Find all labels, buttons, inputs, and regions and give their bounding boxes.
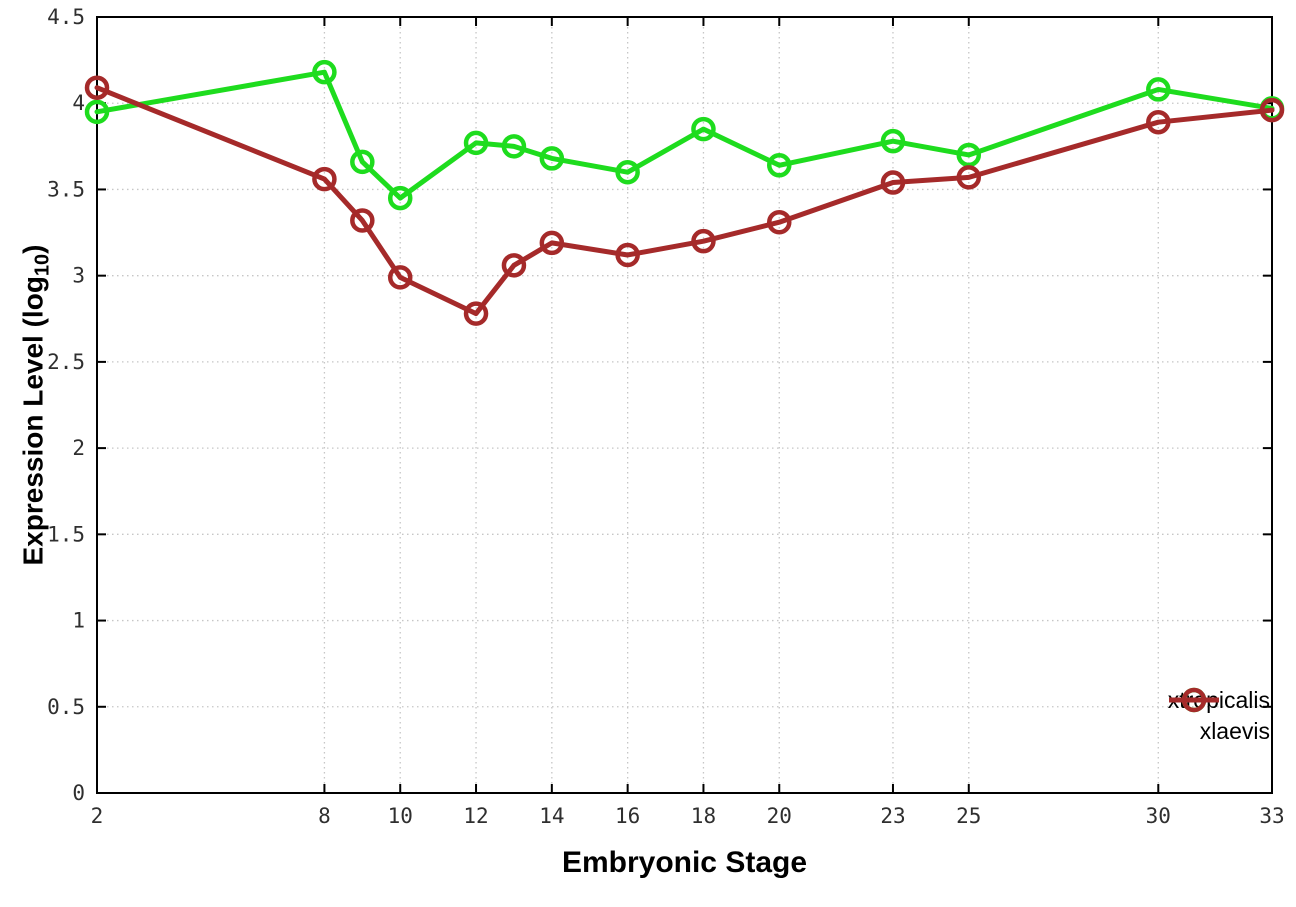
x-tick-label: 10 bbox=[388, 804, 413, 828]
data-point-xlaevis bbox=[880, 170, 906, 195]
data-point-xtropicalis bbox=[312, 59, 337, 85]
x-tick-label: 18 bbox=[691, 804, 716, 828]
x-axis-title: Embryonic Stage bbox=[561, 846, 808, 879]
x-tick-label: 25 bbox=[956, 804, 981, 828]
y-tick-label: 2 bbox=[72, 436, 85, 460]
data-point-xlaevis bbox=[501, 253, 527, 278]
data-point-xlaevis bbox=[956, 165, 982, 190]
data-point-xtropicalis bbox=[767, 153, 792, 178]
data-point-xlaevis bbox=[691, 228, 716, 254]
y-tick-label: 1 bbox=[72, 609, 85, 633]
y-axis-title-subscript: 10 bbox=[31, 253, 54, 277]
data-point-xtropicalis bbox=[615, 159, 640, 185]
data-point-xtropicalis bbox=[463, 130, 489, 156]
data-point-xtropicalis bbox=[350, 149, 375, 175]
y-tick-label: 3.5 bbox=[47, 177, 85, 201]
data-point-xlaevis bbox=[350, 208, 375, 233]
x-tick-label: 20 bbox=[767, 804, 792, 828]
legend-label: xlaevis bbox=[1199, 718, 1270, 744]
x-tick-label: 16 bbox=[615, 804, 640, 828]
y-tick-label: 4 bbox=[72, 91, 85, 115]
data-point-xlaevis bbox=[767, 209, 792, 235]
data-point-xtropicalis bbox=[387, 185, 413, 211]
x-tick-label: 30 bbox=[1146, 804, 1171, 828]
x-tick-label: 8 bbox=[318, 804, 331, 828]
data-point-xtropicalis bbox=[956, 142, 982, 168]
y-tick-label: 0 bbox=[72, 781, 85, 805]
data-point-xtropicalis bbox=[539, 146, 565, 171]
y-tick-label: 4.5 bbox=[47, 5, 85, 29]
y-axis-title: Expression Level (log10) bbox=[18, 245, 55, 566]
y-axis-title-close: ) bbox=[17, 244, 49, 254]
legend-item: xlaevis bbox=[1168, 687, 1270, 746]
data-point-xlaevis bbox=[1259, 97, 1285, 123]
y-tick-label: 2.5 bbox=[47, 350, 85, 374]
x-tick-label: 14 bbox=[539, 804, 564, 828]
y-tick-label: 1.5 bbox=[47, 522, 85, 546]
x-tick-label: 2 bbox=[91, 804, 104, 828]
series-line-xtropicalis bbox=[94, 69, 1275, 201]
x-tick-label: 23 bbox=[880, 804, 905, 828]
data-point-xlaevis bbox=[312, 166, 337, 192]
y-tick-label: 0.5 bbox=[47, 695, 85, 719]
legend: xtropicalis xlaevis bbox=[1168, 686, 1270, 746]
data-point-xtropicalis bbox=[501, 134, 527, 159]
y-axis-title-text: Expression Level (log bbox=[17, 276, 49, 566]
data-point-xlaevis bbox=[539, 230, 565, 256]
data-point-xtropicalis bbox=[691, 116, 716, 142]
data-point-xtropicalis bbox=[1146, 77, 1171, 102]
data-point-xtropicalis bbox=[84, 99, 110, 125]
legend-marker-icon bbox=[1168, 687, 1219, 713]
y-tick-label: 3 bbox=[72, 264, 85, 288]
data-point-xlaevis bbox=[463, 301, 489, 326]
plot-border bbox=[96, 16, 1273, 794]
x-tick-label: 12 bbox=[463, 804, 488, 828]
data-point-xlaevis bbox=[387, 265, 413, 290]
x-tick-label: 33 bbox=[1259, 804, 1284, 828]
data-point-xlaevis bbox=[1146, 109, 1171, 135]
data-point-xlaevis bbox=[615, 242, 640, 268]
series-line-xlaevis bbox=[94, 85, 1275, 317]
data-point-xtropicalis bbox=[880, 128, 906, 154]
data-point-xlaevis bbox=[84, 75, 110, 100]
